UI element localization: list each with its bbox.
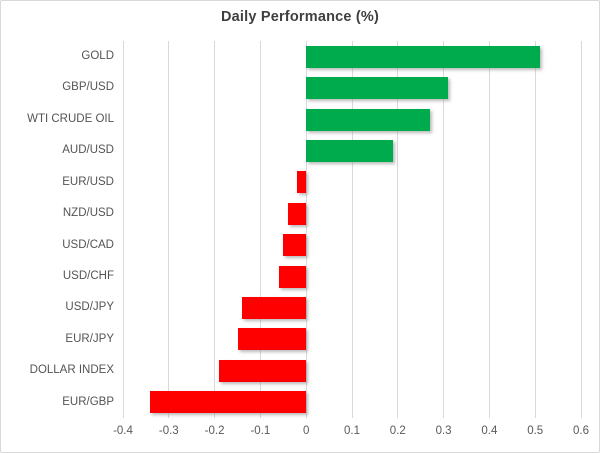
bar-aud-usd [306,139,394,162]
bar-wti-crude-oil [306,108,430,131]
gridline--0.2 [214,41,216,418]
category-label-wti-crude-oil: WTI CRUDE OIL [27,112,114,125]
gridline-0.5 [534,41,536,418]
gridline-0.3 [443,41,445,418]
xtick-label--0.2: -0.2 [204,425,225,437]
category-label-gold: GOLD [81,50,114,62]
gridline-0.6 [580,41,582,418]
gridline--0.4 [122,41,124,418]
category-label-nzd-usd: NZD/USD [62,207,114,220]
value-axis: -0.4 -0.3 -0.2 -0.1 0 0.1 0.2 0.3 0.4 0.5 0.6 [113,425,589,441]
xtick-label-0.3: 0.3 [435,425,452,437]
bar-usd-chf [278,265,307,288]
gridline--0.1 [259,41,261,418]
category-label-aud-usd: AUD/USD [62,144,114,157]
xtick-label-0.5: 0.5 [527,425,544,437]
gridline-0.4 [488,41,490,418]
xtick-label-0.6: 0.6 [573,425,589,437]
category-label-gbp-usd: GBP/USD [62,81,114,94]
gridline-0 [305,41,307,418]
category-axis: GOLD GBP/USD WTI CRUDE OIL AUD/USD EUR/USD NZ… [1,41,114,418]
bar-eur-gbp [150,391,307,414]
bar-eur-usd [297,171,307,194]
gridline-0.2 [397,41,399,418]
bar-usd-cad [283,234,307,257]
bar-nzd-usd [287,202,307,225]
bar-usd-jpy [242,297,307,320]
xtick-label--0.3: -0.3 [158,425,179,437]
category-label-usd-jpy: USD/JPY [65,301,114,314]
xtick-label-0.1: 0.1 [344,425,360,437]
chart-title: Daily Performance (%) [220,9,380,25]
bar-eur-jpy [237,328,307,351]
gridline--0.3 [168,41,170,418]
xtick-label--0.1: -0.1 [250,425,271,437]
plot-area [122,41,582,418]
xtick-label-0.2: 0.2 [389,425,406,437]
bar-dollar-index [219,359,307,382]
category-label-dollar-index: DOLLAR INDEX [29,364,114,377]
xtick-label--0.4: -0.4 [113,425,133,437]
bar-gbp-usd [306,77,449,100]
category-label-eur-usd: EUR/USD [62,175,114,188]
category-label-eur-gbp: EUR/GBP [62,395,114,408]
xtick-label-0.4: 0.4 [481,425,498,437]
category-label-eur-jpy: EUR/JPY [65,332,114,345]
xtick-label-0: 0 [302,425,310,437]
bar-gold [306,45,540,68]
category-label-usd-cad: USD/CAD [62,238,114,251]
gridline-0.1 [351,41,353,418]
category-label-usd-chf: USD/CHF [62,269,114,282]
